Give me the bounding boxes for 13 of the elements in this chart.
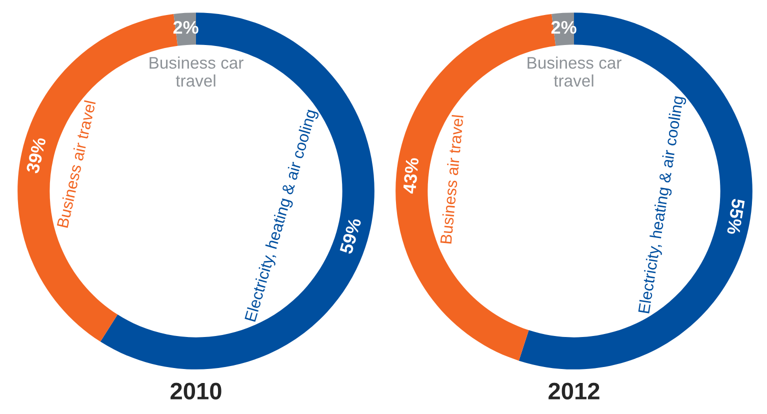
data-label: 59% [339,217,362,254]
slice-label: Business car travel [150,56,244,87]
text: 2012 [548,382,600,400]
text: 2010 [170,382,222,400]
data-label: 43% [402,157,419,194]
data-label: 55% [726,198,745,236]
donut-slice [518,12,752,370]
slice-label: Business air travel [56,100,96,228]
data-label: 39% [26,136,46,174]
slice-label: Business air travel [440,114,464,244]
donut-slice [100,12,374,370]
slice-label: Business car travel [528,56,622,87]
slice-label: Electricity, heating & air cooling [638,96,687,314]
